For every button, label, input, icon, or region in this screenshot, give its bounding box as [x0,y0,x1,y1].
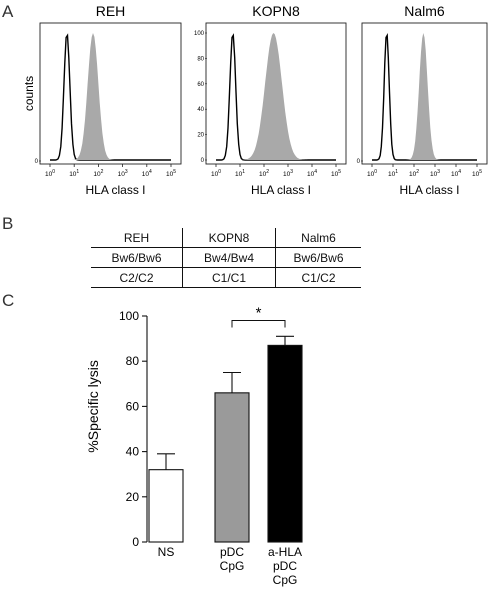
significance-bracket [231,320,286,328]
y-tick-label: 20 [126,490,140,504]
y-tick-label: 40 [197,107,204,113]
significance-marker: * [256,305,262,322]
panel-label-a: A [2,2,14,21]
y-tick-label: 0 [201,158,205,164]
y-tick-label: 0 [357,159,361,165]
x-axis-label: HLA class I [399,183,459,197]
table-cell: C1/C1 [182,267,276,288]
table-cell: C1/C2 [275,267,361,288]
stained-histogram-area [216,33,336,160]
x-tick-label: 102 [93,169,103,178]
category-label: a-HLA [268,545,302,559]
category-label: pDC [220,545,244,559]
x-tick-label: 101 [388,169,398,178]
y-tick-label: 20 [197,133,204,139]
table-cell: C2/C2 [91,267,183,288]
x-axis-label: HLA class I [251,183,311,197]
x-tick-label: 104 [451,169,461,178]
y-tick-label: 40 [126,445,140,459]
panel-label-c: C [2,291,15,310]
category-label: pDC [273,559,297,573]
histogram-frame [361,22,488,165]
y-axis-label: counts [22,76,36,111]
stained-histogram-area [372,33,477,160]
x-tick-label: 105 [166,169,176,178]
histogram-title: KOPN8 [252,3,300,19]
x-tick-label: 103 [283,169,293,178]
x-tick-label: 101 [69,169,79,178]
table-header-cell: Nalm6 [275,228,361,248]
table-cell: Bw4/Bw4 [182,247,276,268]
table-header-cell: KOPN8 [182,228,276,248]
table-header-cell: REH [91,228,183,248]
flow-histograms: REH 100 101 102 103 104 105 0 HLA class I counts K… [22,3,488,197]
histogram-frame [39,22,182,165]
panel-label-b: B [2,214,14,233]
category-label: CpG [273,573,298,587]
y-tick-label: 0 [35,159,39,165]
y-tick-label: 100 [119,309,139,323]
control-histogram-line [50,33,171,161]
table-header-row: REH KOPN8 Nalm6 [91,228,361,248]
x-tick-label: 103 [430,169,440,178]
y-tick-label: 0 [132,535,139,549]
table-row: C2/C2 C1/C1 C1/C2 [91,267,361,288]
x-tick-label: 102 [259,169,269,178]
x-axis-label: HLA class I [85,183,145,197]
x-tick-label: 101 [235,169,245,178]
table-cell: Bw6/Bw6 [275,247,361,268]
x-tick-label: 104 [142,169,152,178]
hla-genotype-table: REH KOPN8 Nalm6 Bw6/Bw6 Bw4/Bw4 Bw6/Bw6 … [91,228,361,288]
y-tick-label: 80 [126,354,140,368]
table-cell: Bw6/Bw6 [91,247,183,268]
y-tick-label: 80 [197,56,204,62]
x-tick-label: 105 [331,169,341,178]
bar [214,392,250,543]
category-label: CpG [220,559,245,573]
table-row: Bw6/Bw6 Bw4/Bw4 Bw6/Bw6 [91,247,361,268]
histogram-title: REH [96,3,126,19]
category-label: NS [158,545,175,559]
bar [267,344,303,543]
histogram-nalm6: Nalm6 100 101 102 103 104 105 0 HLA class I [357,3,488,197]
x-tick-label: 100 [45,169,55,178]
y-tick-label: 60 [126,399,140,413]
bar [148,469,184,543]
y-axis-label: %Specific lysis [85,360,101,453]
x-tick-label: 102 [409,169,419,178]
y-tick-label: 100 [194,31,205,37]
y-tick-label: 60 [197,82,204,88]
histogram-kopn8: KOPN8 100 101 102 103 104 105 0 20 40 60 80 100 HLA c… [194,3,347,197]
x-tick-label: 100 [211,169,221,178]
x-tick-label: 100 [367,169,377,178]
x-tick-label: 103 [118,169,128,178]
x-tick-label: 105 [472,169,482,178]
histogram-title: Nalm6 [404,3,445,19]
x-tick-label: 104 [307,169,317,178]
histogram-frame [205,22,347,165]
histogram-reh: REH 100 101 102 103 104 105 0 HLA class I counts [22,3,182,197]
